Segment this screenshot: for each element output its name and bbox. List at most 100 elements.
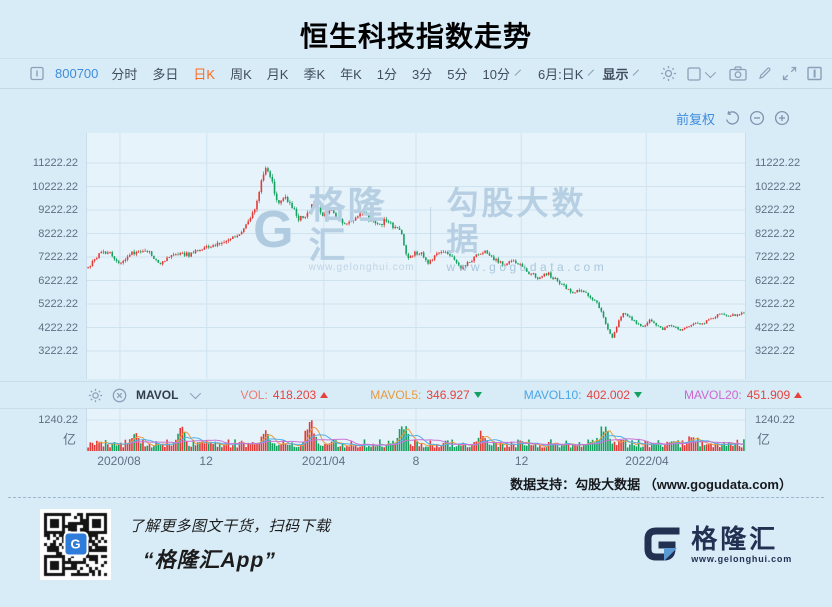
indicator-name[interactable]: MAVOL: [136, 388, 179, 402]
volume-max-label: 1240.22: [38, 414, 78, 426]
price-y-axis-right: 11222.22 10222.22 9222.22 8222.22 7222.22 622…: [746, 133, 832, 379]
volume-series: [87, 409, 745, 451]
display-menu[interactable]: 显示: [602, 67, 629, 82]
qr-captions: 了解更多图文干货，扫码下载 “格隆汇App”: [129, 515, 331, 574]
period-selector[interactable]: 6月:日K: [537, 67, 584, 82]
symbol-code[interactable]: 800700: [55, 66, 99, 81]
candlestick-chart: [87, 133, 745, 379]
vol-indicator: VOL: 418.203: [240, 388, 329, 402]
mavol5-indicator: MAVOL5: 346.927: [370, 388, 482, 402]
tab-weekly-k[interactable]: 周K: [230, 67, 252, 82]
x-axis-spacer: [0, 451, 86, 471]
gelonghui-logo-text: 格隆汇: [691, 524, 779, 554]
tab-5min[interactable]: 5分: [447, 67, 468, 82]
tab-minute[interactable]: 分时: [111, 67, 138, 82]
gelonghui-logo-url: www.gelonghui.com: [691, 554, 792, 564]
y-axis-label: 8222.22: [38, 227, 78, 240]
toolbar-tools: [660, 65, 823, 82]
x-axis-label: 12: [199, 454, 213, 468]
qr-caption-line1: 了解更多图文干货，扫码下载: [129, 517, 331, 535]
tab-multiday[interactable]: 多日: [152, 67, 179, 82]
up-triangle-icon: [794, 392, 803, 398]
price-y-axis-left: 11222.22 10222.22 9222.22 8222.22 7222.22 622…: [0, 133, 86, 379]
x-axis-label: 8: [412, 454, 420, 468]
tab-3min[interactable]: 3分: [412, 67, 433, 82]
chevron-down-icon[interactable]: [588, 68, 595, 76]
settings-gear-icon[interactable]: [660, 65, 677, 82]
data-support-line: 数据支持：勾股大数据 （www.gogudata.com）: [510, 477, 792, 492]
tab-monthly-k[interactable]: 月K: [266, 67, 289, 82]
y-axis-label: 9222.22: [38, 204, 78, 216]
y-axis-label: 9222.22: [755, 204, 795, 216]
toolbar: 800700 分时 多日 日K 周K 月K 季K 年K 1分 3分 5分 10分…: [0, 58, 832, 89]
mavol5-value: 346.927: [426, 388, 470, 402]
y-axis-label: 4222.22: [755, 321, 795, 334]
y-axis-label: 11222.22: [32, 157, 78, 169]
tab-yearly-k[interactable]: 年K: [340, 67, 362, 82]
screenshot-camera-icon[interactable]: [729, 66, 748, 81]
zoom-in-icon[interactable]: [774, 110, 790, 126]
volume-max-label: 1240.22: [755, 414, 795, 426]
tab-10min[interactable]: 10分: [482, 67, 510, 82]
y-axis-label: 6222.22: [755, 274, 795, 287]
chevron-down-icon[interactable]: [514, 68, 522, 76]
layout-select-icon[interactable]: [687, 66, 717, 81]
mavol10-indicator: MAVOL10: 402.002: [524, 388, 642, 402]
down-triangle-icon: [633, 392, 642, 398]
gelonghui-logo-mark: [644, 527, 680, 561]
down-triangle-icon: [473, 392, 482, 398]
chevron-down-icon: [705, 66, 717, 78]
qr-code: G: [40, 508, 111, 580]
y-axis-label: 11222.22: [755, 157, 801, 169]
gelonghui-logo: 格隆汇 www.gelonghui.com: [642, 523, 792, 565]
y-axis-label: 8222.22: [755, 227, 795, 240]
tab-daily-k[interactable]: 日K: [193, 67, 216, 82]
vol-label: VOL:: [240, 388, 268, 402]
mavol20-indicator: MAVOL20: 451.909: [683, 388, 803, 402]
price-chart-panel: 11222.22 10222.22 9222.22 8222.22 7222.22 622…: [0, 133, 832, 379]
indicator-settings-gear-icon[interactable]: [88, 388, 103, 403]
vol-value: 418.203: [272, 388, 317, 402]
y-axis-label: 7222.22: [38, 251, 78, 263]
volume-y-axis-left: 1240.22 亿: [0, 409, 86, 451]
side-panel-icon[interactable]: [807, 66, 823, 81]
zoom-out-icon[interactable]: [749, 110, 765, 126]
chevron-down-icon[interactable]: [190, 387, 202, 400]
footer: G 了解更多图文干货，扫码下载 “格隆汇App” 格隆汇 www.gelongh…: [0, 498, 832, 581]
x-axis-label: 2022/04: [625, 454, 669, 468]
qr-caption-line2: “格隆汇App”: [143, 548, 276, 572]
y-axis-label: 5222.22: [38, 298, 78, 310]
tab-1min[interactable]: 1分: [376, 67, 398, 82]
y-axis-label: 6222.22: [38, 274, 78, 287]
chart-type-icon[interactable]: [30, 66, 45, 81]
mavol5-label: MAVOL5:: [370, 388, 422, 402]
fullscreen-expand-icon[interactable]: [782, 66, 797, 81]
indicator-close-icon[interactable]: [112, 388, 127, 403]
draw-pencil-icon[interactable]: [757, 66, 772, 81]
x-axis-label: 12: [514, 454, 529, 468]
chevron-down-icon[interactable]: [633, 68, 640, 76]
dashed-divider: [8, 497, 824, 498]
volume-plot[interactable]: [86, 409, 746, 451]
x-axis-label: 2021/04: [301, 454, 346, 468]
reset-zoom-icon[interactable]: [724, 110, 740, 126]
chart-controls-row: 前复权: [0, 107, 832, 129]
y-axis-label: 10222.22: [32, 180, 78, 193]
mavol10-label: MAVOL10:: [523, 388, 582, 402]
y-axis-label: 7222.22: [755, 251, 795, 263]
candlestick-series: [87, 133, 745, 379]
mavol20-value: 451.909: [746, 388, 791, 402]
mavol20-label: MAVOL20:: [683, 388, 742, 402]
x-axis-spacer: [746, 451, 832, 471]
x-axis-labels: 2020/08 12 2021/04 8 12 2022/04: [86, 451, 746, 471]
tab-quarterly-k[interactable]: 季K: [303, 67, 326, 82]
adjust-mode-button[interactable]: 前复权: [675, 111, 715, 127]
price-plot[interactable]: G 格隆汇 www.gelonghui.com 勾股大数据 www.goguda…: [86, 133, 746, 379]
y-axis-label: 3222.22: [38, 345, 78, 357]
volume-y-axis-right: 1240.22 亿: [746, 409, 832, 451]
qr-center-logo: G: [63, 531, 88, 557]
y-axis-label: 4222.22: [38, 321, 78, 334]
up-triangle-icon: [320, 392, 329, 398]
mavol10-value: 402.002: [586, 388, 630, 402]
volume-chart-panel: 1240.22 亿 1240.22 亿: [0, 409, 832, 451]
